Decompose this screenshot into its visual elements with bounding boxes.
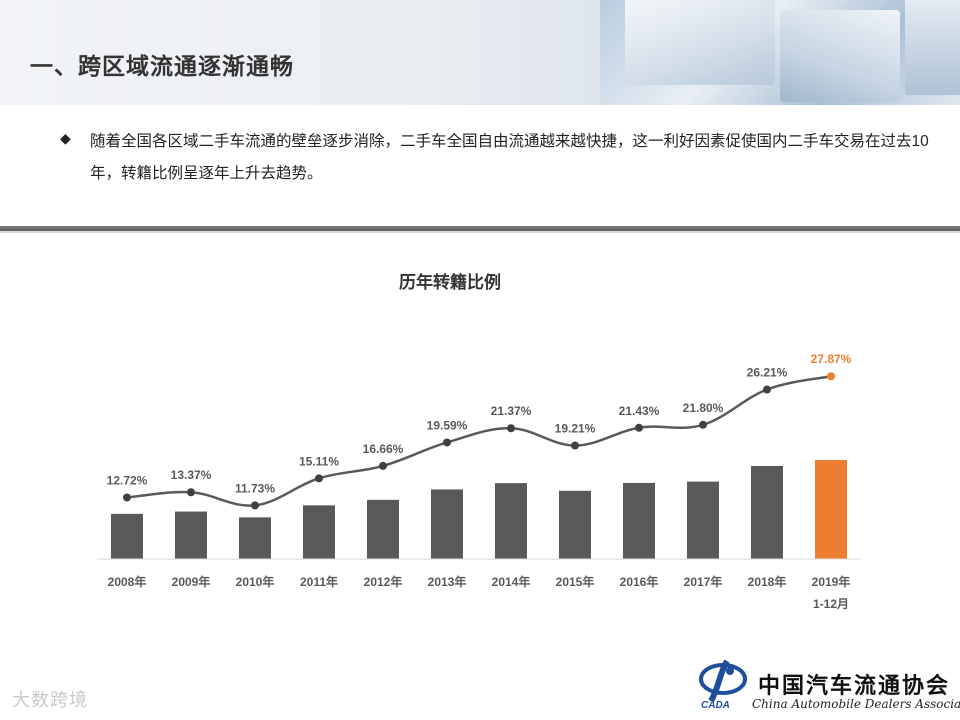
data-label-8: 21.43% (619, 404, 660, 418)
data-label-10: 26.21% (747, 366, 788, 380)
x-tick-label-8: 2016年 (620, 574, 659, 589)
line-point-10 (763, 385, 771, 394)
line-point-1 (187, 488, 195, 497)
line-point-8 (635, 423, 643, 432)
data-label-9: 21.80% (683, 401, 724, 415)
line-point-3 (315, 474, 323, 483)
header-banner: 一、跨区域流通逐渐通畅 (0, 0, 960, 105)
bar-2 (239, 517, 271, 559)
data-label-3: 15.11% (299, 454, 339, 468)
x-tick-label-11-line2: 1-12月 (813, 597, 849, 611)
line-point-9 (699, 420, 707, 429)
section-divider-shadow (0, 231, 960, 233)
bar-3 (303, 505, 335, 559)
chart-title: 历年转籍比例 (399, 273, 501, 292)
data-label-5: 19.59% (427, 418, 468, 432)
line-point-4 (379, 461, 387, 470)
bullet-text: 随着全国各区域二手车流通的壁垒逐步消除，二手车全国自由流通越来越快捷，这一利好因… (90, 133, 929, 182)
bar-9 (687, 481, 719, 559)
x-tick-label-2: 2010年 (236, 574, 275, 589)
x-tick-label-11: 2019年 (812, 574, 851, 589)
bar-8 (623, 482, 655, 559)
bar-1 (175, 511, 207, 559)
header-cube-decoration (905, 0, 960, 95)
cada-logo-abbr: CADA (701, 700, 730, 709)
org-name-en: China Automobile Dealers Association (752, 697, 960, 711)
bar-4 (367, 499, 399, 559)
x-tick-label-6: 2014年 (492, 574, 531, 589)
data-label-2: 11.73% (235, 481, 275, 495)
x-tick-label-5: 2013年 (428, 574, 467, 589)
line-point-5 (443, 438, 451, 447)
data-label-11: 27.87% (811, 352, 852, 366)
x-tick-label-10: 2018年 (748, 574, 787, 589)
cada-logo-icon: CADA (699, 659, 747, 709)
bar-11 (815, 460, 847, 559)
bar-0 (111, 513, 143, 559)
page-title: 一、跨区域流通逐渐通畅 (30, 53, 294, 79)
line-point-2 (251, 501, 259, 510)
x-tick-label-4: 2012年 (364, 574, 403, 589)
section-divider (0, 226, 960, 231)
line-point-6 (507, 424, 515, 433)
data-label-0: 12.72% (107, 473, 148, 487)
data-label-6: 21.37% (491, 404, 532, 418)
x-tick-label-0: 2008年 (108, 574, 147, 589)
data-label-7: 19.21% (555, 422, 596, 436)
diamond-bullet-icon: ◆ (60, 130, 71, 146)
x-tick-label-7: 2015年 (556, 574, 595, 589)
bar-10 (751, 465, 783, 559)
header-cube-decoration (780, 10, 900, 102)
x-tick-label-9: 2017年 (684, 574, 723, 589)
line-point-0 (123, 493, 131, 502)
data-label-4: 16.66% (363, 442, 404, 456)
watermark-text: 大数跨境 (12, 690, 88, 710)
x-tick-label-1: 2009年 (172, 574, 211, 589)
line-point-7 (571, 441, 579, 450)
header-cube-decoration (625, 0, 775, 85)
x-tick-label-3: 2011年 (300, 574, 338, 589)
bar-5 (431, 489, 463, 559)
data-label-1: 13.37% (171, 468, 212, 482)
bar-6 (495, 483, 527, 559)
line-point-11 (827, 372, 835, 381)
bar-7 (559, 490, 591, 559)
org-name-cn: 中国汽车流通协会 (758, 673, 951, 699)
trend-line (126, 375, 832, 507)
